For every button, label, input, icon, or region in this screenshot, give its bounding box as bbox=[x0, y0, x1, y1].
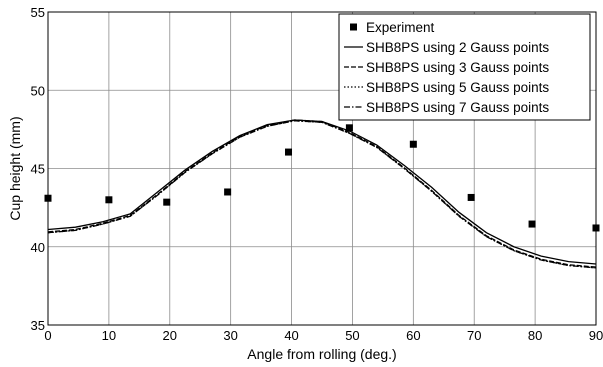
tick-labels: 0 10 20 30 40 50 60 70 80 90 35 40 45 50 55 bbox=[31, 5, 603, 343]
legend: Experiment SHB8PS using 2 Gauss points SHB… bbox=[338, 13, 591, 121]
experiment-point bbox=[467, 193, 475, 201]
y-tick-label: 55 bbox=[31, 5, 45, 20]
axes-frame bbox=[47, 11, 597, 326]
series-lines bbox=[47, 119, 597, 269]
y-axis-label: Cup height (mm) bbox=[7, 116, 23, 220]
x-tick-label: 50 bbox=[345, 328, 359, 343]
experiment-point bbox=[105, 196, 113, 204]
y-tick-label: 35 bbox=[31, 318, 45, 333]
experiment-point bbox=[163, 198, 171, 206]
legend-entry-label: SHB8PS using 3 Gauss points bbox=[366, 60, 549, 75]
x-tick-label: 90 bbox=[589, 328, 603, 343]
experiment-point bbox=[345, 124, 353, 132]
legend-swatch-marker bbox=[350, 23, 357, 31]
x-tick-label: 30 bbox=[223, 328, 237, 343]
legend-entry-label: Experiment bbox=[366, 20, 435, 35]
x-tick-label: 20 bbox=[163, 328, 177, 343]
legend-entry-label: SHB8PS using 7 Gauss points bbox=[366, 100, 549, 115]
legend-box bbox=[338, 13, 591, 121]
legend-entry-label: SHB8PS using 5 Gauss points bbox=[366, 80, 549, 95]
plot-frame bbox=[47, 11, 597, 326]
series-line-4 bbox=[47, 120, 597, 269]
experiment-point bbox=[285, 148, 293, 156]
legend-entry-label: SHB8PS using 2 Gauss points bbox=[366, 40, 549, 55]
x-axis-label: Angle from rolling (deg.) bbox=[247, 346, 396, 362]
x-tick-label: 70 bbox=[467, 328, 481, 343]
y-tick-label: 45 bbox=[31, 162, 45, 177]
x-tick-label: 80 bbox=[528, 328, 542, 343]
x-tick-label: 0 bbox=[44, 328, 51, 343]
x-tick-label: 40 bbox=[284, 328, 298, 343]
y-tick-label: 40 bbox=[31, 240, 45, 255]
experiment-point bbox=[528, 220, 536, 228]
x-tick-label: 10 bbox=[102, 328, 116, 343]
experiment-point bbox=[409, 140, 417, 148]
experiment-point bbox=[224, 188, 232, 196]
x-tick-label: 60 bbox=[406, 328, 420, 343]
y-tick-label: 50 bbox=[31, 83, 45, 98]
